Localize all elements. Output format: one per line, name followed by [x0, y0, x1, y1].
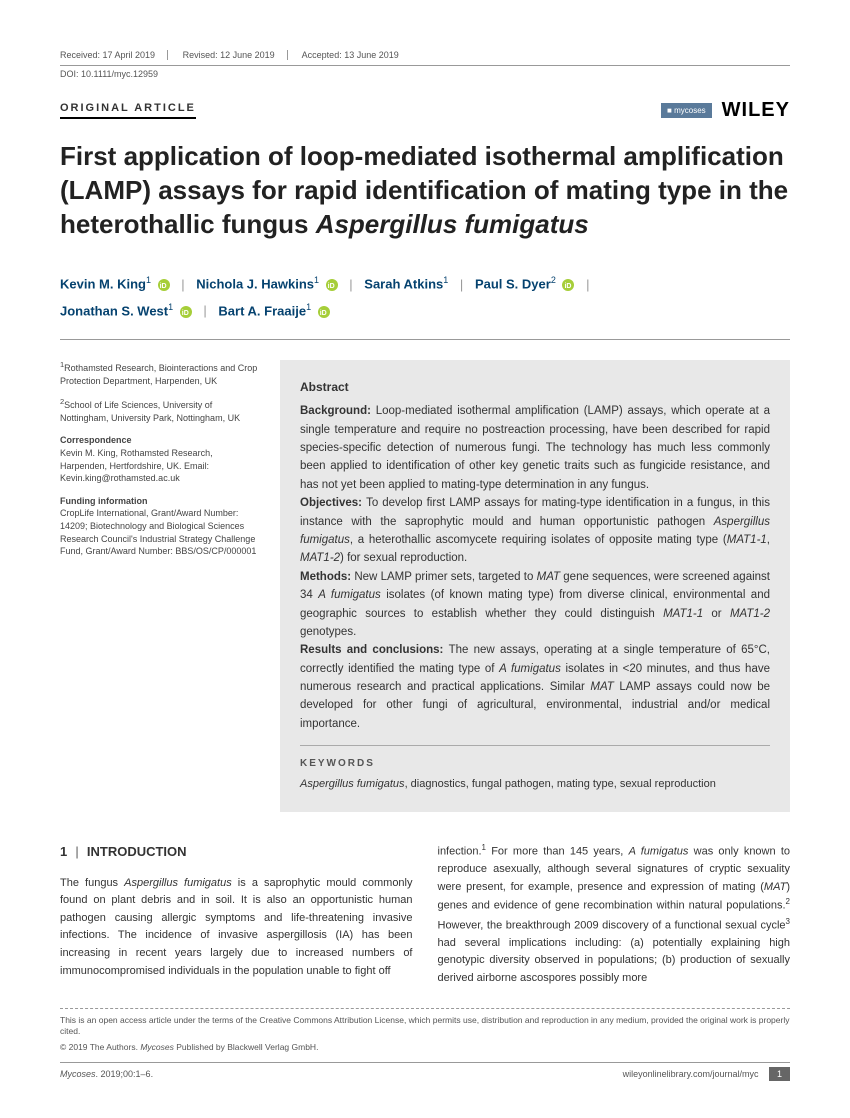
- section-heading: 1|INTRODUCTION: [60, 842, 413, 863]
- orcid-icon[interactable]: [562, 279, 574, 291]
- copyright-text: © 2019 The Authors. Mycoses Published by…: [60, 1042, 790, 1054]
- header-dates: Received: 17 April 2019 Revised: 12 June…: [60, 50, 790, 66]
- footer-right: wileyonlinelibrary.com/journal/myc 1: [623, 1069, 790, 1079]
- orcid-icon[interactable]: [180, 306, 192, 318]
- citation: Mycoses. 2019;00:1–6.: [60, 1069, 153, 1079]
- top-row: ORIGINAL ARTICLE ■ mycoses WILEY: [60, 99, 790, 122]
- journal-url[interactable]: wileyonlinelibrary.com/journal/myc: [623, 1069, 759, 1079]
- orcid-icon[interactable]: [318, 306, 330, 318]
- page-number: 1: [769, 1067, 790, 1081]
- orcid-icon[interactable]: [158, 279, 170, 291]
- doi: DOI: 10.1111/myc.12959: [60, 69, 790, 79]
- article-type: ORIGINAL ARTICLE: [60, 102, 196, 119]
- accepted-date: Accepted: 13 June 2019: [302, 50, 411, 60]
- journal-badge: ■ mycoses: [661, 103, 712, 118]
- article-title: First application of loop-mediated isoth…: [60, 140, 790, 241]
- abstract: Abstract Background: Loop-mediated isoth…: [280, 360, 790, 812]
- license-text: This is an open access article under the…: [60, 1015, 790, 1039]
- keywords: KEYWORDS Aspergillus fumigatus, diagnost…: [300, 745, 770, 794]
- affiliations: 1Rothamsted Research, Biointeractions an…: [60, 360, 260, 812]
- brand-logos: ■ mycoses WILEY: [661, 99, 790, 122]
- footer: This is an open access article under the…: [60, 1008, 790, 1080]
- orcid-icon[interactable]: [326, 279, 338, 291]
- abstract-title: Abstract: [300, 378, 770, 397]
- received-date: Received: 17 April 2019: [60, 50, 168, 60]
- body-text: 1|INTRODUCTION The fungus Aspergillus fu…: [60, 842, 790, 988]
- author-list: Kevin M. King1 | Nichola J. Hawkins1 | S…: [60, 271, 790, 340]
- publisher-logo: WILEY: [722, 99, 790, 122]
- revised-date: Revised: 12 June 2019: [183, 50, 288, 60]
